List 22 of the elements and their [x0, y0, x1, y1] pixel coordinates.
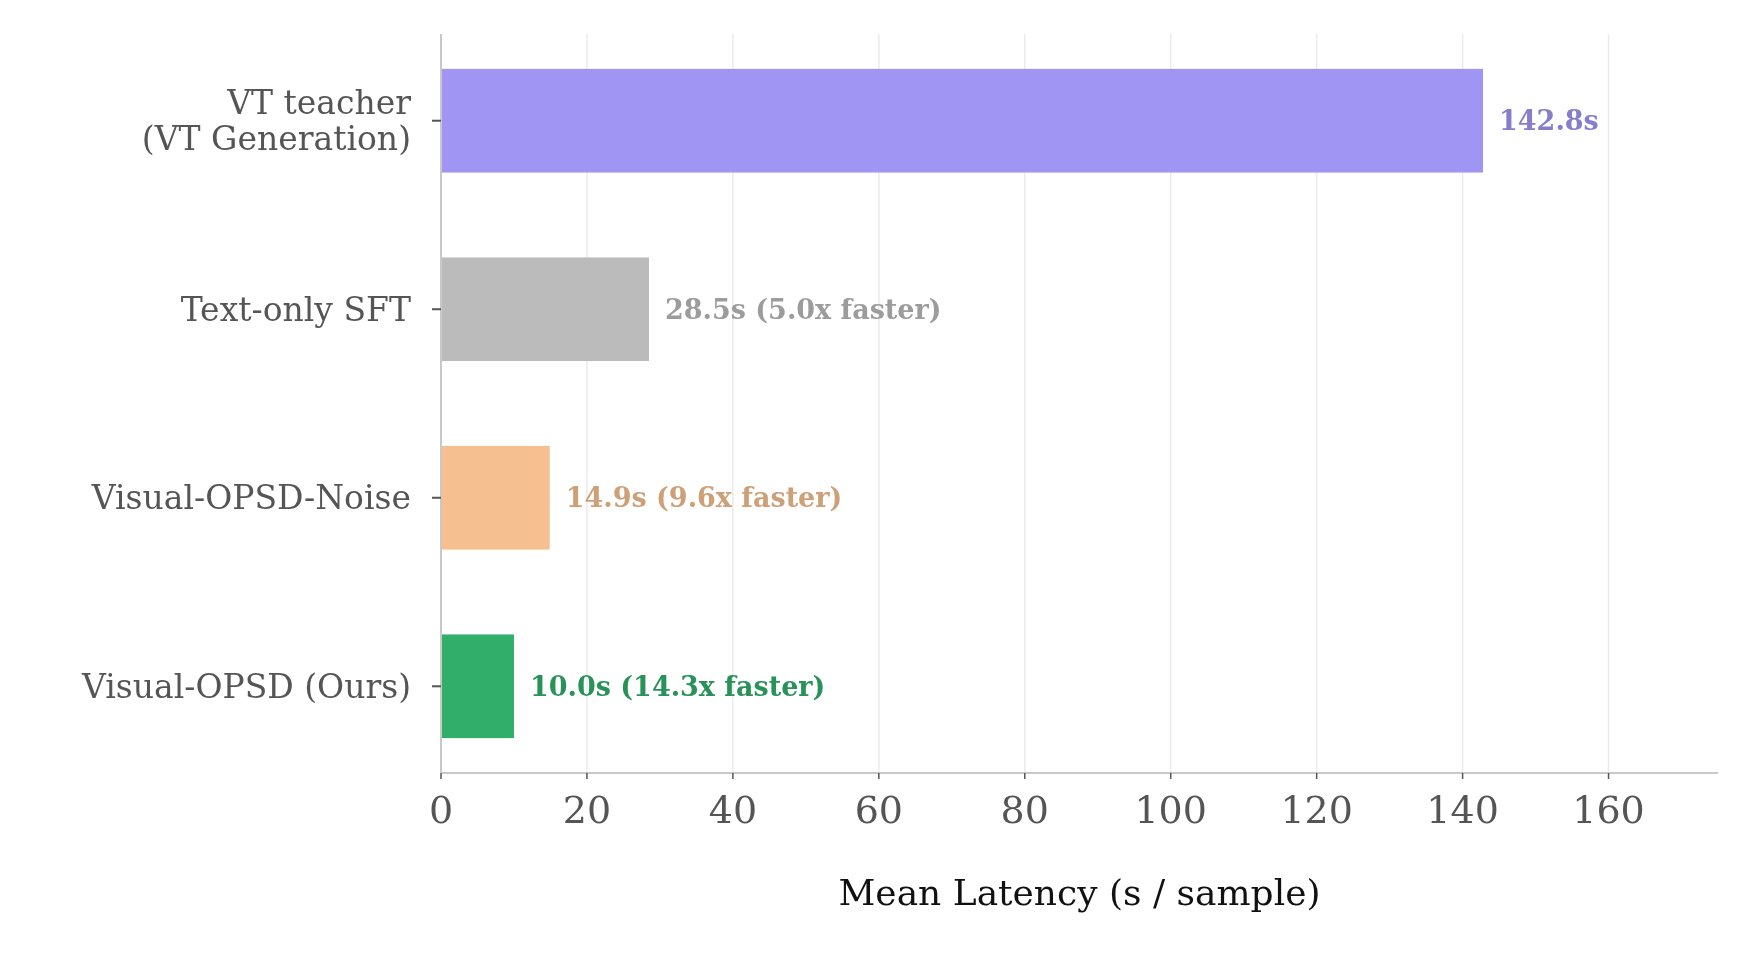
y-tick-label: Visual-OPSD-Noise: [90, 478, 411, 518]
x-tick-label: 160: [1572, 788, 1645, 832]
bar: [441, 257, 649, 362]
x-tick-label: 100: [1134, 788, 1207, 832]
x-tick-label: 80: [1000, 788, 1049, 832]
data-label: 10.0s (14.3x faster): [529, 670, 826, 702]
bar: [441, 634, 514, 739]
x-tick-label: 0: [428, 788, 454, 832]
bar: [441, 68, 1484, 173]
x-tick-label: 40: [708, 788, 758, 832]
data-label: 14.9s (9.6x faster): [565, 482, 843, 514]
bar: [441, 445, 550, 550]
y-tick-label: VT teacher (VT Generation): [141, 83, 412, 159]
x-axis-title: Mean Latency (s / sample): [838, 872, 1321, 913]
x-tick-label: 20: [562, 788, 612, 832]
data-label: 142.8s: [1499, 105, 1599, 137]
x-tick-label: 60: [854, 788, 904, 832]
x-tick-label: 140: [1426, 788, 1499, 832]
data-label: 28.5s (5.0x faster): [664, 293, 942, 325]
x-tick-label: 120: [1280, 788, 1353, 832]
y-tick-label: Visual-OPSD (Ours): [81, 666, 411, 706]
y-tick-label: Text-only SFT: [180, 289, 411, 329]
